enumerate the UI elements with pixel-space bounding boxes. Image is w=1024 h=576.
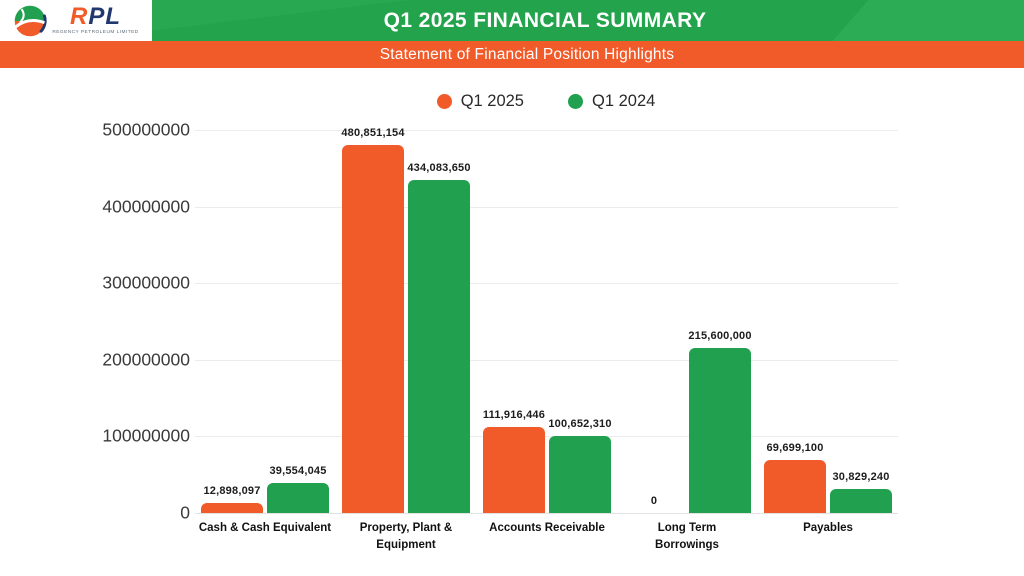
- gridline: [195, 436, 898, 438]
- logo-brand-pl: PL: [88, 3, 121, 31]
- bar-q1-2024: [408, 180, 470, 513]
- header-orange-band: Statement of Financial Position Highligh…: [0, 41, 1024, 68]
- category-label: Cash & Cash Equivalent: [198, 522, 332, 534]
- gridline: [195, 513, 898, 514]
- y-axis-tick-label: 100000000: [102, 425, 190, 446]
- company-logo: RPL REGENCY PETROLEUM LIMITED: [0, 0, 152, 41]
- logo-brand: RPL: [70, 5, 121, 29]
- bar-q1-2025: [201, 503, 263, 513]
- logo-brand-r: R: [69, 3, 89, 31]
- bar-value-label: 30,829,240: [832, 471, 890, 484]
- bar-value-label: 100,652,310: [548, 417, 612, 430]
- bar-value-label: 69,699,100: [766, 441, 824, 454]
- bar-q1-2024: [689, 347, 751, 513]
- y-axis-tick-label: 0: [180, 502, 190, 523]
- y-axis-tick-label: 400000000: [102, 196, 190, 217]
- gridline: [195, 130, 898, 131]
- bar-value-label: 434,083,650: [407, 162, 471, 175]
- gridline: [195, 283, 898, 285]
- category-label: Property, Plant & Equipment: [359, 522, 453, 552]
- bar-q1-2025: [342, 144, 404, 513]
- bar-q1-2025: [764, 459, 826, 513]
- bar-value-label: 39,554,045: [269, 464, 327, 477]
- bar-value-label: 111,916,446: [482, 409, 546, 422]
- legend-item-q1-2024: Q1 2024: [568, 92, 655, 111]
- legend-label: Q1 2025: [460, 91, 524, 110]
- y-axis-tick-label: 300000000: [102, 272, 190, 293]
- category-label: Long Term Borrowings: [655, 522, 719, 552]
- gridline: [195, 359, 898, 361]
- header-green-band: [0, 0, 1024, 41]
- header-green-light-accent-right: [832, 0, 1024, 41]
- gridline: [195, 206, 898, 208]
- bar-q1-2024: [267, 482, 329, 513]
- bar-value-label: 12,898,097: [203, 485, 261, 498]
- bar-q1-2025: [483, 427, 545, 513]
- logo-company-name: REGENCY PETROLEUM LIMITED: [52, 30, 139, 36]
- bar-value-label: 0: [650, 495, 658, 507]
- page-subtitle: Statement of Financial Position Highligh…: [379, 45, 675, 63]
- category-label: Accounts Receivable: [489, 522, 605, 534]
- globe-logo-icon: [14, 5, 47, 36]
- legend-item-q1-2025: Q1 2025: [436, 91, 524, 111]
- bar-q1-2024: [549, 435, 611, 513]
- logo-text: RPL REGENCY PETROLEUM LIMITED: [52, 5, 138, 36]
- bar-q1-2024: [830, 489, 892, 513]
- category-label: Payables: [803, 522, 853, 534]
- bar-value-label: 480,851,154: [341, 126, 405, 139]
- y-axis-tick-label: 200000000: [102, 349, 190, 370]
- chart-legend: Q1 2025 Q1 2024: [0, 87, 1024, 115]
- legend-swatch-orange: [436, 93, 452, 109]
- y-axis-tick-label: 500000000: [102, 119, 190, 140]
- legend-swatch-green: [568, 93, 583, 109]
- bar-value-label: 215,600,000: [688, 329, 752, 342]
- page-title: Q1 2025 FINANCIAL SUMMARY: [383, 8, 707, 32]
- legend-label: Q1 2024: [592, 91, 656, 110]
- header-title-wrap: Q1 2025 FINANCIAL SUMMARY: [0, 0, 1024, 41]
